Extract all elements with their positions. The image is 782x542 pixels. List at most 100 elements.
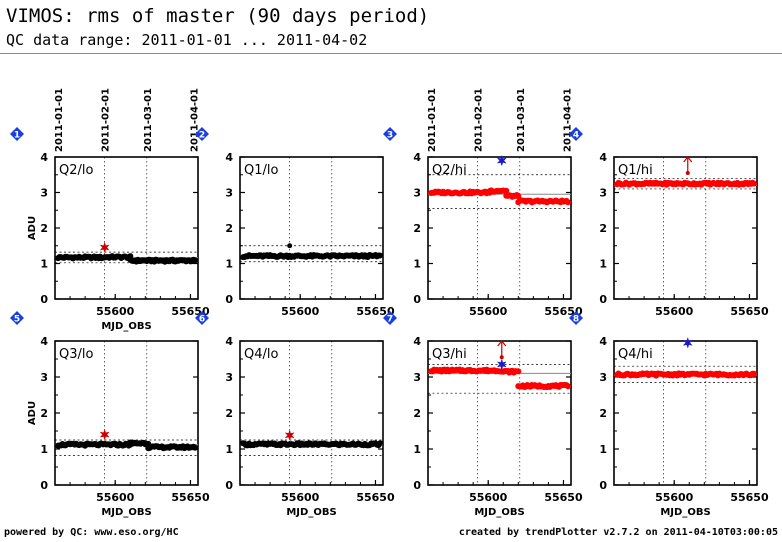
- data-point: [515, 368, 522, 375]
- panel-label: Q1/hi: [618, 163, 653, 178]
- off-scale-arrowhead: [683, 156, 693, 163]
- off-scale-anchor: [685, 170, 690, 175]
- y-tick-label: 1: [413, 443, 421, 456]
- y-tick-label: 2: [599, 222, 607, 235]
- panel-label: Q1/lo: [244, 163, 278, 178]
- y-tick-label: 3: [40, 187, 48, 200]
- x-tick-label: 55600: [281, 491, 320, 504]
- y-tick-label: 4: [225, 335, 233, 348]
- chart-panel-4: 0 1 2 3 4 55600 55650 4 Q1/hi: [569, 127, 769, 318]
- y-tick-label: 0: [40, 293, 48, 306]
- y-tick-label: 1: [40, 443, 48, 456]
- panel-badge: [195, 127, 209, 141]
- date-tick-label: 2011-01-01: [54, 88, 65, 152]
- outlier-star: [682, 336, 693, 349]
- data-point: [751, 370, 757, 377]
- outlier-star: [99, 428, 110, 441]
- header-divider: [0, 53, 782, 54]
- data-point: [192, 444, 198, 451]
- y-tick-label: 3: [225, 187, 233, 200]
- x-tick-label: 55650: [730, 491, 769, 504]
- x-tick-label: 55600: [96, 305, 135, 318]
- x-tick-label: 55650: [171, 491, 210, 504]
- date-tick-label: 2011-04-01: [189, 88, 200, 152]
- x-axis-label: MJD_OBS: [660, 507, 710, 518]
- y-tick-label: 1: [413, 258, 421, 271]
- panel-badge-number: 8: [573, 315, 579, 325]
- panel-label: Q3/hi: [432, 347, 467, 362]
- x-tick-label: 55600: [281, 305, 320, 318]
- y-tick-label: 4: [599, 151, 607, 164]
- y-tick-label: 2: [225, 407, 233, 420]
- date-tick-label: 2011-01-01: [427, 88, 438, 152]
- panel-badge-number: 4: [573, 131, 579, 141]
- data-point: [503, 187, 510, 194]
- y-tick-label: 3: [225, 371, 233, 384]
- footer-created-by: created by trendPlotter v2.7.2 on 2011-0…: [458, 527, 778, 538]
- date-tick-label: 2011-03-01: [143, 88, 154, 152]
- y-tick-label: 1: [225, 443, 233, 456]
- panel-badge: [569, 311, 583, 325]
- y-tick-label: 2: [413, 407, 421, 420]
- x-tick-label: 55650: [544, 491, 583, 504]
- y-tick-label: 4: [40, 151, 48, 164]
- y-axis-label: ADU: [27, 216, 38, 240]
- panel-badge-number: 6: [199, 315, 205, 325]
- chart-panel-8: 0 1 2 3 4 55600 55650 MJD_OBS 8 Q4/hi: [569, 311, 769, 518]
- x-tick-label: 55650: [356, 491, 395, 504]
- x-tick-label: 55600: [469, 305, 508, 318]
- panel-badge: [383, 311, 397, 325]
- y-tick-label: 4: [225, 151, 233, 164]
- x-tick-label: 55600: [469, 491, 508, 504]
- panel-badge-number: 2: [199, 131, 205, 141]
- y-tick-label: 1: [599, 443, 607, 456]
- panel-badge: [10, 311, 24, 325]
- y-tick-label: 2: [599, 407, 607, 420]
- panel-label: Q3/lo: [59, 347, 93, 362]
- panel-frame: [239, 340, 384, 486]
- data-point: [377, 252, 383, 259]
- y-tick-label: 1: [40, 258, 48, 271]
- x-axis-label: MJD_OBS: [474, 507, 524, 518]
- data-point: [751, 180, 757, 187]
- y-tick-label: 0: [599, 293, 607, 306]
- x-axis-label: MJD_OBS: [101, 321, 151, 332]
- x-tick-label: 55650: [356, 305, 395, 318]
- y-tick-label: 0: [413, 479, 421, 492]
- panel-label: Q4/lo: [244, 347, 278, 362]
- y-tick-label: 3: [599, 187, 607, 200]
- data-point: [192, 257, 198, 264]
- qc-date-range: QC data range: 2011-01-01 ... 2011-04-02: [6, 31, 368, 49]
- y-tick-label: 0: [599, 479, 607, 492]
- panel-frame: [54, 156, 199, 300]
- y-tick-label: 4: [40, 335, 48, 348]
- x-tick-label: 55650: [730, 305, 769, 318]
- panel-frame: [613, 340, 758, 486]
- panel-badge: [383, 127, 397, 141]
- panel-badge-number: 5: [14, 315, 20, 325]
- chart-panel-7: 0 1 2 3 4 55600 55650 MJD_OBS 7 Q3/hi: [383, 311, 583, 518]
- outlier-star: [496, 154, 507, 167]
- panel-badge: [10, 127, 24, 141]
- y-tick-label: 3: [413, 187, 421, 200]
- panel-label: Q2/lo: [59, 163, 93, 178]
- y-tick-label: 4: [413, 151, 421, 164]
- y-tick-label: 3: [599, 371, 607, 384]
- off-scale-arrowhead: [497, 340, 507, 347]
- y-tick-label: 4: [413, 335, 421, 348]
- y-tick-label: 2: [413, 222, 421, 235]
- outlier-star: [496, 358, 507, 371]
- date-tick-label: 2011-02-01: [474, 88, 485, 152]
- off-scale-anchor: [499, 355, 504, 360]
- y-axis-label: ADU: [27, 401, 38, 425]
- panel-badge: [569, 127, 583, 141]
- date-tick-label: 2011-03-01: [516, 88, 527, 152]
- x-tick-label: 55600: [96, 491, 135, 504]
- panel-label: Q2/hi: [432, 163, 467, 178]
- panel-badge-number: 3: [387, 131, 393, 141]
- x-tick-label: 55600: [655, 305, 694, 318]
- chart-panel-2: 0 1 2 3 4 55600 55650 2 Q1/lo: [195, 127, 395, 318]
- y-tick-label: 2: [40, 407, 48, 420]
